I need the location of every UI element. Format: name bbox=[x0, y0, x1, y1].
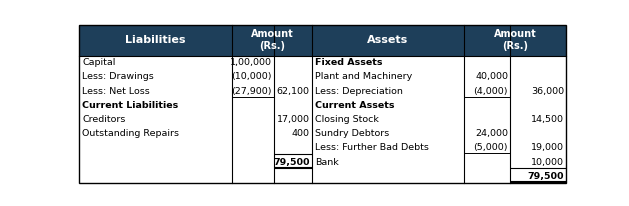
Text: (4,000): (4,000) bbox=[474, 87, 508, 96]
Bar bbox=[311, 25, 566, 56]
Text: Less: Further Bad Debts: Less: Further Bad Debts bbox=[315, 143, 429, 152]
Text: 14,500: 14,500 bbox=[531, 115, 564, 124]
Text: Fixed Assets: Fixed Assets bbox=[315, 58, 382, 67]
Bar bbox=[79, 25, 311, 56]
Text: Liabilities: Liabilities bbox=[125, 35, 186, 45]
Text: Plant and Machinery: Plant and Machinery bbox=[315, 73, 412, 81]
Text: Amount
(Rs.): Amount (Rs.) bbox=[494, 29, 537, 51]
Text: Less: Drawings: Less: Drawings bbox=[82, 73, 153, 81]
Text: 79,500: 79,500 bbox=[273, 158, 309, 167]
Text: Less: Net Loss: Less: Net Loss bbox=[82, 87, 150, 96]
Text: Sundry Debtors: Sundry Debtors bbox=[315, 129, 389, 138]
Text: Current Assets: Current Assets bbox=[315, 101, 394, 110]
Text: 62,100: 62,100 bbox=[277, 87, 309, 96]
Text: (5,000): (5,000) bbox=[474, 143, 508, 152]
Text: 24,000: 24,000 bbox=[475, 129, 508, 138]
Text: 79,500: 79,500 bbox=[528, 172, 564, 181]
Text: Bank: Bank bbox=[315, 158, 339, 167]
Text: (10,000): (10,000) bbox=[231, 73, 272, 81]
Text: Less: Depreciation: Less: Depreciation bbox=[315, 87, 403, 96]
Text: 17,000: 17,000 bbox=[277, 115, 309, 124]
Text: Creditors: Creditors bbox=[82, 115, 125, 124]
Text: 1,00,000: 1,00,000 bbox=[230, 58, 272, 67]
Text: Assets: Assets bbox=[367, 35, 408, 45]
Text: 10,000: 10,000 bbox=[531, 158, 564, 167]
Text: 36,000: 36,000 bbox=[531, 87, 564, 96]
Text: (27,900): (27,900) bbox=[231, 87, 272, 96]
Text: Amount
(Rs.): Amount (Rs.) bbox=[250, 29, 293, 51]
Text: Capital: Capital bbox=[82, 58, 115, 67]
Text: 19,000: 19,000 bbox=[531, 143, 564, 152]
Text: 400: 400 bbox=[292, 129, 309, 138]
Text: 40,000: 40,000 bbox=[475, 73, 508, 81]
Text: Outstanding Repairs: Outstanding Repairs bbox=[82, 129, 179, 138]
Text: Current Liabilities: Current Liabilities bbox=[82, 101, 178, 110]
Text: Closing Stock: Closing Stock bbox=[315, 115, 379, 124]
